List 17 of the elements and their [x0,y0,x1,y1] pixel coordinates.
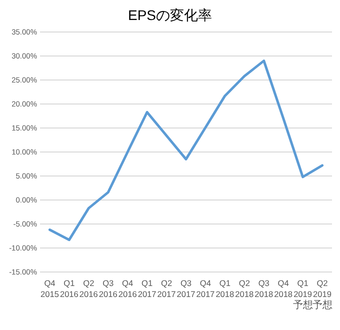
x-tick-label: Q3 2016 [98,278,118,299]
x-tick-label: Q1 2018 [216,278,235,299]
x-tick-label: Q1 2017 [138,278,157,299]
x-tick-label: Q2 2016 [79,278,98,299]
x-tick-label: Q4 2017 [196,278,216,299]
x-tick-label: Q2 2018 [235,278,254,299]
x-tick-label: Q1 2019 予想 [292,278,313,311]
x-tick-label: Q2 2019 予想 [312,278,332,311]
x-tick-label: Q4 2016 [118,278,138,299]
x-tick-label: Q2 2017 [157,278,176,299]
line-series [48,60,324,242]
x-tick-label: Q3 2017 [176,278,196,299]
x-tick-label: Q1 2016 [60,278,79,299]
chart-title: EPSの変化率 [128,7,212,23]
x-tick-label: Q3 2018 [254,278,274,299]
x-tick-label: Q4 2018 [274,278,293,299]
x-tick-label: Q4 2015 [40,278,60,299]
